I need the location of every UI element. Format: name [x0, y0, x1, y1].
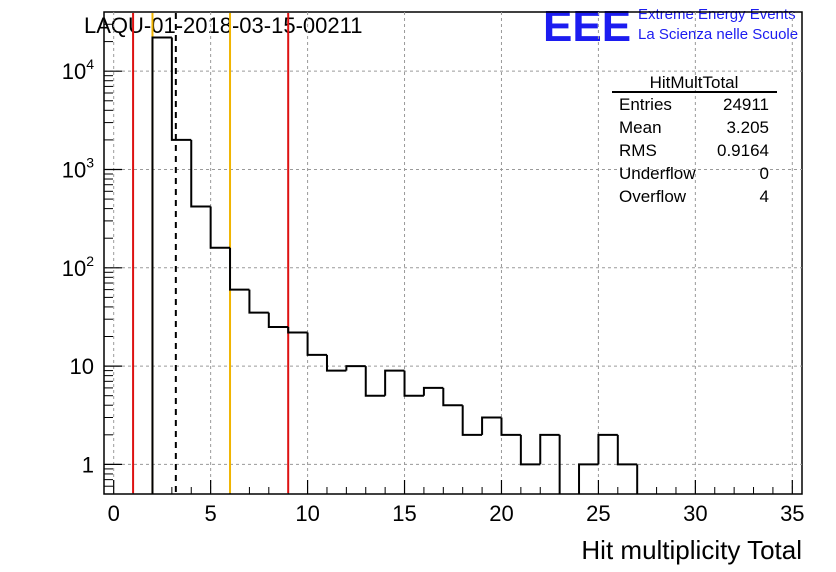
x-axis-label: Hit multiplicity Total	[581, 535, 802, 565]
histogram-bin	[306, 332, 327, 356]
stats-label: Overflow	[619, 187, 687, 206]
histogram-bin	[481, 416, 502, 435]
x-tick-label: 5	[205, 501, 217, 526]
histogram-bin	[578, 463, 599, 494]
eee-logo: EEE Extreme Energy Events La Scienza nel…	[543, 2, 798, 51]
x-tick-label: 30	[683, 501, 707, 526]
histogram-bin	[170, 37, 192, 141]
stats-label: Entries	[619, 95, 672, 114]
histogram-bin	[597, 433, 618, 465]
logo-line-2: La Scienza nelle Scuole	[638, 26, 798, 43]
stats-value: 3.205	[726, 118, 769, 137]
histogram-bin	[519, 434, 541, 466]
chart-title: LAQU-01-2018-03-15-00211	[84, 13, 362, 38]
y-tick-label: 103	[62, 154, 94, 182]
histogram-bin	[422, 386, 444, 396]
histogram-bin	[229, 247, 250, 291]
y-tick-label: 102	[62, 253, 94, 281]
histogram-bin	[287, 326, 308, 334]
x-tick-label: 25	[586, 501, 610, 526]
histogram-bin	[364, 366, 386, 397]
stats-label: Mean	[619, 118, 662, 137]
histogram-bin	[500, 417, 521, 436]
histogram-bin	[151, 36, 172, 494]
y-tick-label: 10	[70, 354, 94, 379]
stats-value: 4	[760, 187, 769, 206]
histogram-bin	[442, 387, 463, 407]
stats-box: HitMultTotal Entries 24911 Mean 3.205 RMS 0.9…	[612, 73, 777, 206]
plot-frame	[103, 11, 803, 495]
histogram-bin	[267, 312, 289, 328]
histogram-bin	[325, 354, 347, 372]
histogram-bin	[403, 370, 424, 397]
histogram-bin	[539, 433, 560, 465]
stats-title: HitMultTotal	[650, 73, 739, 92]
stats-label: RMS	[619, 141, 657, 160]
y-tick-label: 1	[82, 452, 94, 477]
histogram-bin	[345, 365, 366, 371]
histogram-bin	[616, 434, 638, 466]
histogram-bin	[209, 206, 231, 249]
plot-area: 0 5 10 15 20 25 30 35 1 10 102 103 104	[62, 11, 805, 526]
stats-label: Underflow	[619, 164, 696, 183]
x-tick-label: 10	[295, 501, 319, 526]
stats-value: 0.9164	[717, 141, 769, 160]
x-tick-label: 15	[392, 501, 416, 526]
x-tick-label: 0	[108, 501, 120, 526]
x-tick-label: 20	[489, 501, 513, 526]
histogram-bin	[248, 289, 269, 314]
histogram-bin	[384, 369, 405, 396]
stats-value: 24911	[723, 95, 769, 114]
histogram-bin	[461, 405, 483, 436]
y-tick-label: 104	[62, 56, 94, 84]
logo-mark: EEE	[543, 2, 631, 51]
stats-value: 0	[760, 164, 769, 183]
x-tick-label: 35	[780, 501, 804, 526]
logo-line-1: Extreme Energy Events	[638, 6, 796, 23]
histogram-bin	[190, 139, 211, 208]
